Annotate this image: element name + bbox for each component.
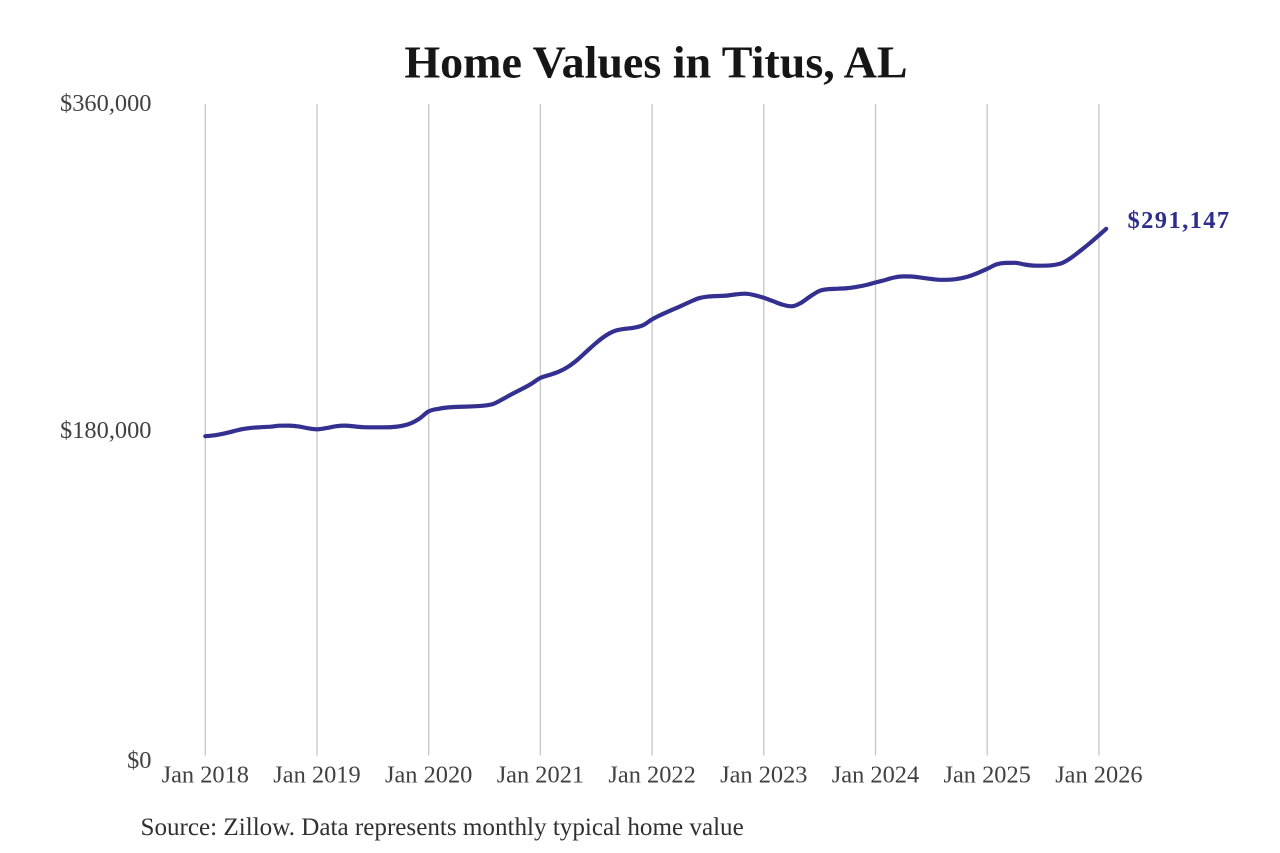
svg-text:$360,000: $360,000 bbox=[60, 90, 151, 117]
svg-text:Jan 2018: Jan 2018 bbox=[162, 762, 249, 789]
svg-text:$0: $0 bbox=[127, 747, 151, 774]
svg-text:Jan 2022: Jan 2022 bbox=[608, 762, 695, 789]
svg-text:Home Values in Titus, AL: Home Values in Titus, AL bbox=[404, 36, 907, 87]
svg-text:Jan 2021: Jan 2021 bbox=[497, 762, 584, 789]
svg-text:Jan 2024: Jan 2024 bbox=[832, 762, 919, 789]
svg-text:Jan 2023: Jan 2023 bbox=[720, 762, 807, 789]
svg-text:Jan 2020: Jan 2020 bbox=[385, 762, 472, 789]
svg-text:$291,147: $291,147 bbox=[1128, 207, 1231, 234]
svg-text:$180,000: $180,000 bbox=[60, 417, 151, 444]
svg-text:Jan 2025: Jan 2025 bbox=[943, 762, 1030, 789]
svg-text:Jan 2019: Jan 2019 bbox=[273, 762, 360, 789]
svg-text:Source: Zillow. Data represent: Source: Zillow. Data represents monthly … bbox=[141, 814, 744, 841]
svg-text:Jan 2026: Jan 2026 bbox=[1055, 762, 1142, 789]
